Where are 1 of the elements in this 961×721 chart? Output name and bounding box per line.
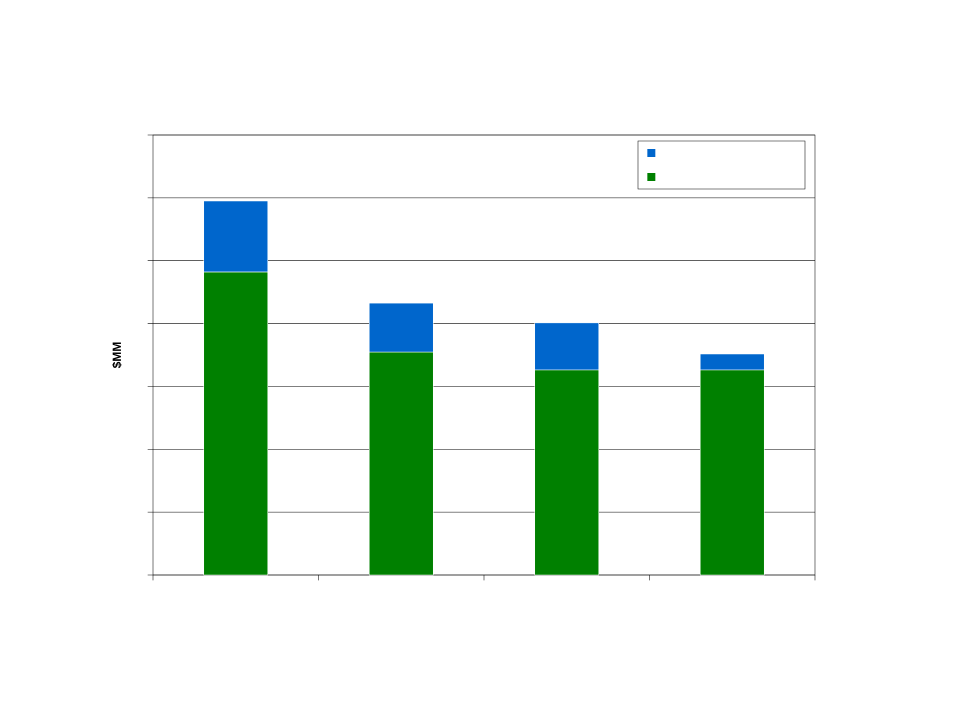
y-axis-title: $MM: [112, 342, 122, 368]
